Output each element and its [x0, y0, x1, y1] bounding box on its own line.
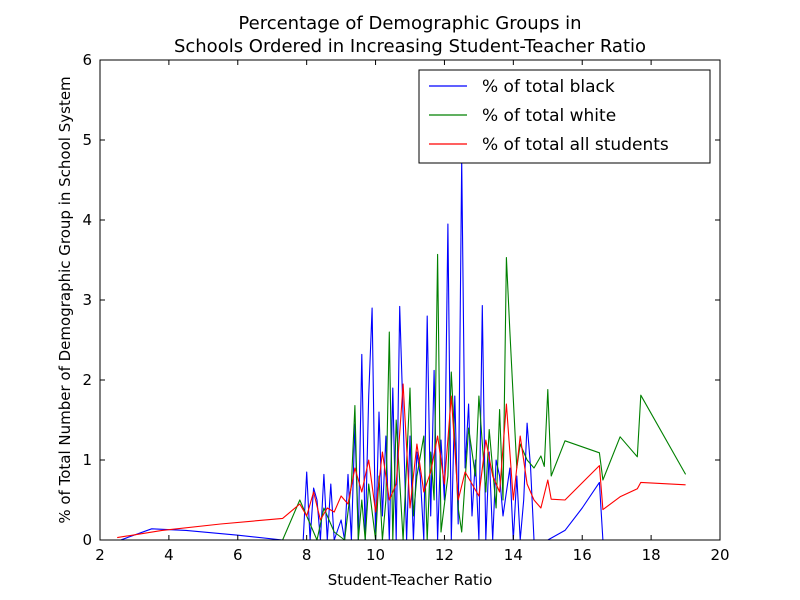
x-tick-label: 10: [366, 546, 385, 564]
series-line-white: [282, 253, 687, 541]
y-axis-label: % of Total Number of Demographic Group i…: [56, 76, 74, 523]
y-tick-label: 2: [82, 371, 92, 389]
series-layer: [117, 159, 687, 541]
y-tick-label: 4: [82, 211, 92, 229]
x-tick-label: 20: [710, 546, 729, 564]
x-tick-label: 16: [573, 546, 592, 564]
x-tick-label: 14: [504, 546, 523, 564]
y-tick-label: 5: [82, 131, 92, 149]
y-tick-label: 3: [82, 291, 92, 309]
legend-label-white: % of total white: [482, 106, 616, 126]
series-line-all-students: [117, 383, 686, 539]
y-tick-label: 0: [82, 531, 92, 549]
legend-box: [418, 69, 711, 164]
x-tick-label: 2: [95, 546, 105, 564]
x-tick-label: 8: [302, 546, 312, 564]
series-line-black: [120, 159, 686, 541]
legend-label-all-students: % of total all students: [482, 135, 669, 155]
y-axis-ticks: 0 1 2 3 4 5 6: [82, 51, 720, 549]
x-tick-label: 12: [435, 546, 454, 564]
legend: % of total black % of total white % of t…: [418, 69, 711, 164]
y-tick-label: 1: [82, 451, 92, 469]
x-tick-label: 18: [642, 546, 661, 564]
x-tick-label: 6: [233, 546, 243, 564]
chart-title-line-1: Percentage of Demographic Groups in: [238, 13, 581, 34]
x-axis-label: Student-Teacher Ratio: [328, 571, 493, 589]
x-axis-ticks: 2 4 6 8 10 12 14 16 18 20: [95, 60, 730, 564]
x-tick-label: 4: [164, 546, 174, 564]
chart-title-line-2: Schools Ordered in Increasing Student-Te…: [174, 36, 646, 57]
y-tick-label: 6: [82, 51, 92, 69]
legend-label-black: % of total black: [482, 77, 615, 97]
